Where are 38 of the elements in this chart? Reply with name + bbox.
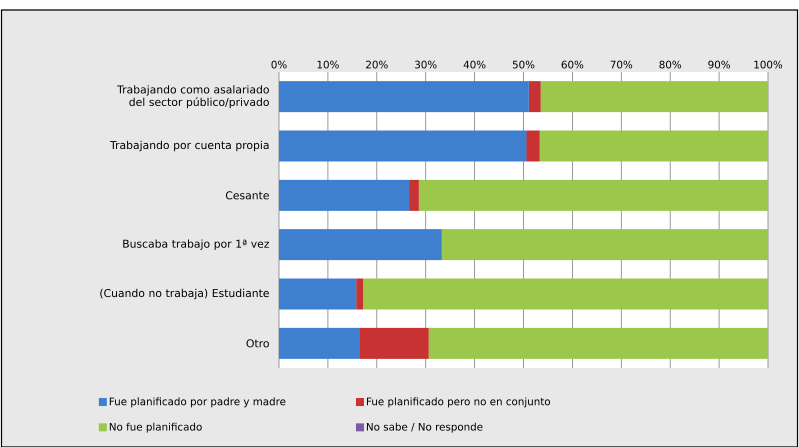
- bar: [279, 180, 410, 211]
- bar: [359, 328, 429, 359]
- x-tick-label: 40%: [464, 60, 486, 68]
- bar: [279, 130, 526, 162]
- bar: [279, 278, 356, 310]
- bar: [363, 278, 768, 310]
- x-tick-label: 70%: [610, 60, 632, 68]
- y-tick-label: Buscaba trabajo por 1ª vez: [123, 239, 270, 250]
- legend-label: No sabe / No responde: [366, 422, 483, 433]
- x-tick-label: 100%: [754, 60, 782, 68]
- x-tick-label: 80%: [659, 60, 682, 68]
- x-tick-label: 90%: [708, 60, 730, 68]
- bar: [540, 130, 768, 162]
- bar: [428, 328, 768, 359]
- x-tick-label: 0%: [272, 60, 287, 68]
- y-tick-label: Otro: [246, 339, 269, 348]
- x-tick-label: 60%: [562, 60, 584, 68]
- y-tick-label: (Cuando no trabaja) Estudiante: [100, 288, 269, 300]
- bar: [279, 81, 529, 112]
- legend-label: No fue planificado: [110, 422, 202, 433]
- bar: [409, 180, 419, 211]
- bar: [540, 81, 768, 112]
- bar: [528, 81, 541, 112]
- bar: [279, 229, 442, 260]
- x-tick-label: 20%: [366, 60, 388, 68]
- bar: [418, 180, 768, 211]
- y-tick-label: Trabajando por cuenta propia: [110, 140, 269, 152]
- legend-label: Fue planificado por padre y madre: [110, 397, 286, 408]
- x-tick-label: 50%: [512, 60, 534, 68]
- x-tick-label: 10%: [318, 60, 339, 68]
- bar: [526, 130, 540, 162]
- bar: [356, 278, 364, 310]
- legend-label: Fue planificado pero no en conjunto: [366, 397, 550, 408]
- x-tick-label: 30%: [415, 60, 437, 68]
- bar: [442, 229, 768, 260]
- y-tick-label: Cesante: [226, 191, 269, 200]
- y-tick-label: Trabajando como asalariado del sector público/privado: [117, 85, 269, 108]
- bar: [279, 328, 360, 359]
